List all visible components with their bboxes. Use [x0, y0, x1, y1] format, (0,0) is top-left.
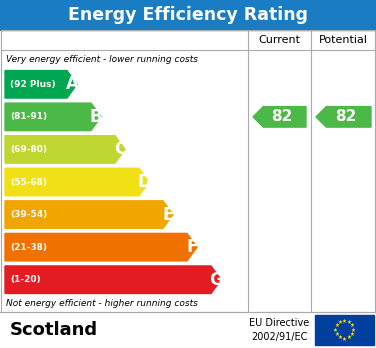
Text: ★: ★ [333, 327, 338, 332]
Text: (21-38): (21-38) [10, 243, 47, 252]
Text: (1-20): (1-20) [10, 275, 41, 284]
Text: Potential: Potential [319, 35, 368, 45]
Text: (81-91): (81-91) [10, 112, 47, 121]
Text: ★: ★ [351, 327, 356, 332]
Text: C: C [114, 141, 126, 158]
Text: ★: ★ [347, 320, 352, 325]
Text: E: E [162, 206, 174, 223]
Text: Scotland: Scotland [10, 321, 98, 339]
Text: (39-54): (39-54) [10, 210, 47, 219]
Polygon shape [5, 103, 101, 130]
Text: ★: ★ [342, 337, 347, 341]
Bar [0, 0, 376, 30]
Text: ★: ★ [338, 320, 343, 325]
Polygon shape [5, 234, 197, 261]
Text: 82: 82 [335, 109, 357, 124]
Text: D: D [137, 173, 151, 191]
Text: ★: ★ [334, 332, 339, 337]
Text: B: B [90, 108, 102, 126]
Text: G: G [209, 271, 223, 289]
Text: A: A [65, 75, 79, 93]
Polygon shape [316, 106, 371, 127]
Text: (55-68): (55-68) [10, 177, 47, 187]
Text: Not energy efficient - higher running costs: Not energy efficient - higher running co… [6, 300, 198, 308]
Text: ★: ★ [334, 323, 339, 328]
Text: EU Directive
2002/91/EC: EU Directive 2002/91/EC [249, 318, 309, 342]
Polygon shape [5, 201, 173, 228]
Text: ★: ★ [338, 335, 343, 340]
Text: Current: Current [259, 35, 300, 45]
Bar [315, 315, 374, 345]
Text: F: F [186, 238, 198, 256]
Text: Very energy efficient - lower running costs: Very energy efficient - lower running co… [6, 55, 198, 63]
Polygon shape [5, 266, 221, 293]
Text: (92 Plus): (92 Plus) [10, 80, 56, 89]
Text: ★: ★ [342, 318, 347, 324]
Text: Energy Efficiency Rating: Energy Efficiency Rating [68, 6, 308, 24]
Polygon shape [5, 71, 77, 98]
Polygon shape [253, 106, 306, 127]
Bar [1, 30, 375, 312]
Text: ★: ★ [350, 323, 355, 328]
Text: ★: ★ [350, 332, 355, 337]
Text: (69-80): (69-80) [10, 145, 47, 154]
Text: 82: 82 [271, 109, 293, 124]
Polygon shape [5, 136, 125, 163]
Text: ★: ★ [347, 335, 352, 340]
Polygon shape [5, 168, 149, 196]
